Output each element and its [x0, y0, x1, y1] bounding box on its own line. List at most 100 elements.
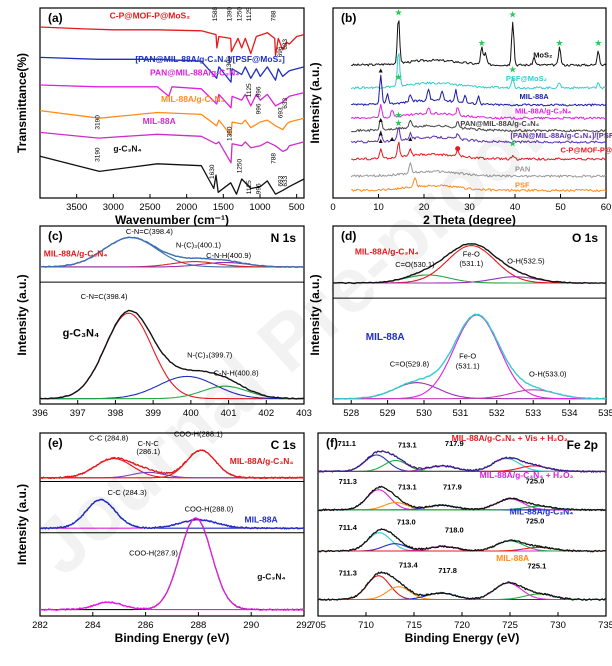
ftir-peak-label: 633	[282, 39, 289, 50]
panel-b-xtick-label: 0	[330, 202, 335, 213]
xps-f-peak-annotation: 717.9	[443, 483, 462, 492]
xps-f-peak-annotation: 711.3	[339, 477, 357, 486]
xps-f-peak-annotation: 711.1	[338, 439, 356, 448]
ftir-peak-label: 996	[255, 183, 262, 194]
ftir-peak-label: 1250	[237, 6, 244, 21]
panel-e-xtick-label: 290	[243, 620, 259, 631]
xps-e-sample-label-0: MIL-88A/g-C₃N₄	[230, 456, 294, 466]
panel-f-xtick-label: 715	[406, 620, 422, 631]
xrd-legend-0: MoS₂	[533, 50, 552, 59]
xps-d-bottom-sample: MIL-88A	[366, 332, 405, 343]
xrd-triangle-marker: ▲	[377, 138, 384, 145]
ftir-line-4	[40, 132, 304, 162]
ftir-legend-0: C-P@MOF-P@MoS₂	[110, 10, 191, 20]
ftir-peak-label: 693	[278, 107, 285, 118]
panel-d-xtick-label: 535	[598, 408, 612, 419]
xps-f-peak-annotation: 713.4	[399, 561, 419, 570]
xps-c-peak-annotation: C-N=C(398.4)	[81, 292, 128, 301]
panel-d-xtick-label: 529	[380, 408, 396, 419]
xps-e-peak-annotation: COO-H(287.9)	[129, 549, 178, 558]
panel-a-xtick-label: 3000	[103, 202, 124, 213]
ftir-peak-label: 1630	[209, 164, 216, 179]
xps-f-sample-label-2: MIL-88A/g-C₃N₄	[510, 506, 574, 516]
xps-d-peak-annotation: O-H(533.0)	[529, 369, 567, 378]
panel-a-label: (a)	[48, 11, 63, 25]
panel-e-xtick-label: 286	[138, 620, 154, 631]
xrd-star-marker: ★	[478, 38, 486, 48]
panel-c-xtick-label: 403	[296, 408, 312, 419]
ftir-peak-label: 1588	[212, 6, 219, 21]
xrd-triangle-marker: ▲	[377, 130, 384, 137]
ftir-peak-label: 788	[271, 10, 278, 21]
ftir-peak-label: 3190	[94, 147, 101, 162]
ftir-legend-5: g-C₃N₄	[113, 143, 141, 153]
ftir-legend-4: MIL-88A	[143, 116, 176, 126]
xrd-star-marker: ★	[594, 38, 602, 48]
panel-f-xtick-label: 725	[502, 620, 518, 631]
panel-c-xtick-label: 397	[70, 408, 86, 419]
ftir-peak-label: 1125	[246, 180, 253, 194]
xps-c-peak-annotation: N-(C)₃(400.1)	[176, 240, 222, 249]
xps-f-sample-label-0: MIL-88A/g-C₃N₄ + Vis + H₂O₂	[452, 433, 568, 443]
panel-e-element: C 1s	[271, 438, 297, 452]
xrd-line-2	[351, 75, 606, 106]
xrd-triangle-marker: ▲	[407, 136, 414, 143]
ftir-peak-label: 996	[255, 86, 262, 97]
xps-d-peak-annotation: O-H(532.5)	[507, 256, 545, 265]
panel-b-ylabel: Intensity (a.u.)	[308, 62, 322, 143]
xps-d-peak-annotation: Fe-O	[463, 249, 480, 258]
ftir-peak-label: 1396	[226, 56, 233, 71]
xps-e-peak-annotation: COO-H(288.0)	[185, 505, 234, 514]
xps-f-peak-annotation: 725.0	[526, 476, 545, 485]
ftir-peak-label: 1250	[237, 158, 244, 173]
ftir-peak-label: 1125	[246, 7, 253, 21]
panel-d-xtick-label: 531	[452, 408, 468, 419]
xrd-line-1	[351, 54, 606, 89]
xps-f-peak-annotation: 717.9	[445, 439, 464, 448]
panel-a-xtick-label: 2000	[176, 202, 197, 213]
panel-c-label: (c)	[48, 229, 63, 243]
xps-d-peak-annotation: Fe-O	[459, 352, 476, 361]
panel-f-xlabel: Binding Energy (eV)	[405, 631, 520, 645]
panel-c-ylabel: Intensity (a.u.)	[15, 274, 29, 355]
panel-a-xtick-label: 2500	[139, 202, 160, 213]
watermark: Journal Pre-proof	[15, 88, 561, 592]
panel-e-xtick-label: 284	[85, 620, 101, 631]
panel-e-xtick-label: 282	[32, 620, 48, 631]
xps-f-peak-annotation: 718.0	[445, 526, 464, 535]
xrd-legend-2: MIL-88A	[520, 92, 550, 101]
panel-d-xtick-label: 530	[416, 408, 432, 419]
panel-d-element: O 1s	[572, 231, 598, 245]
panel-f-element: Fe 2p	[567, 438, 598, 452]
panel-d-xtick-label: 534	[562, 408, 578, 419]
panel-e-xtick-label: 288	[190, 620, 206, 631]
panel-f-xtick-label: 710	[358, 620, 374, 631]
ftir-peak-label: 788	[271, 153, 278, 164]
panel-c-xtick-label: 396	[32, 408, 48, 419]
xps-f-peak-annotation: 713.0	[397, 518, 416, 527]
xrd-legend-6: C-P@MOF-P@MoS₂	[561, 145, 612, 154]
panel-f-xtick-label: 730	[550, 620, 566, 631]
xrd-star-marker: ★	[509, 65, 517, 75]
xps-c-peak-annotation: C-N-H(400.9)	[206, 251, 252, 260]
ftir-peak-label: 633	[282, 175, 289, 186]
xrd-star-marker: ★	[509, 10, 517, 20]
xps-c-top-sample: MIL-88A/g-C₃N₄	[44, 248, 108, 258]
xps-f-peak-annotation: 711.3	[339, 569, 357, 578]
xps-f-peak-annotation: 717.8	[438, 566, 457, 575]
xps-c-bottom-sample: g-C₃N₄	[63, 327, 100, 339]
ftir-peak-label: 633	[282, 97, 289, 108]
ftir-peak-label: 1390	[226, 6, 233, 21]
panel-b-xtick-label: 50	[555, 202, 566, 213]
panel-a-ylabel: Transmittance(%)	[15, 53, 29, 153]
panel-a-xtick-label: 1000	[249, 202, 270, 213]
panel-a-xtick-label: 3500	[66, 202, 87, 213]
xrd-triangle-marker: ▲	[377, 117, 384, 124]
panel-f-xtick-label: 735	[598, 620, 612, 631]
panel-d-xtick-label: 533	[525, 408, 541, 419]
xrd-legend-1: PSF@MoS₂	[506, 74, 547, 83]
xps-f-peak-annotation: 711.4	[339, 523, 358, 532]
panel-d-xtick-label: 528	[343, 408, 359, 419]
xps-d-peak-annotation: C=O(529.8)	[390, 360, 430, 369]
